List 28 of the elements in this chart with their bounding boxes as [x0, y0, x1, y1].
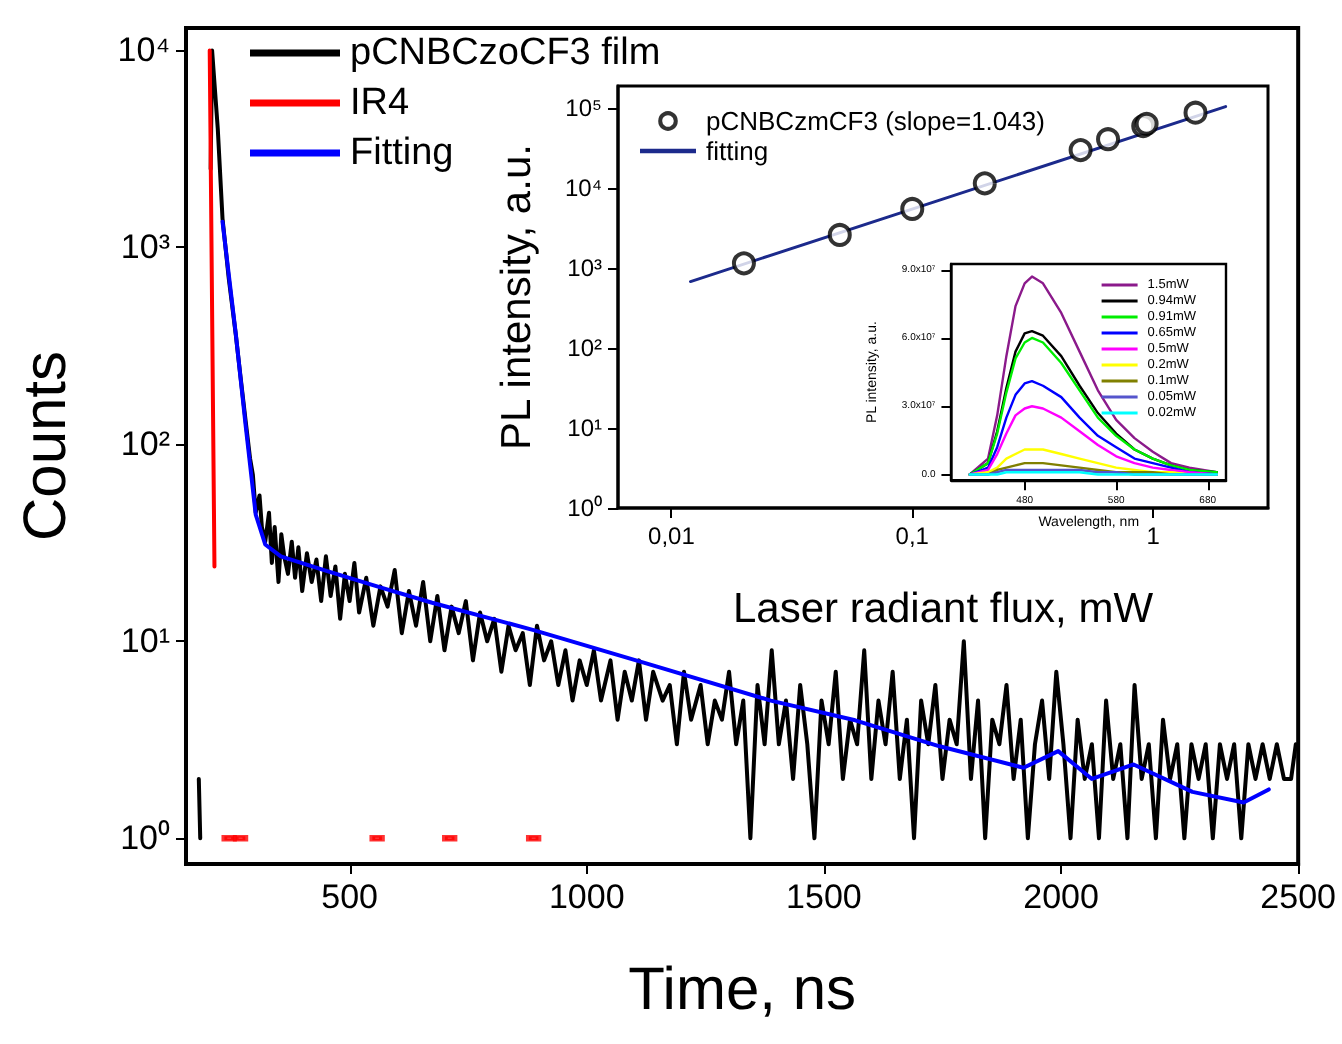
legend-label: Fitting — [350, 132, 454, 174]
y-tick-label: 10⁴ — [564, 174, 602, 203]
x-tick-label: 0,01 — [648, 522, 696, 550]
legend-label: IR4 — [350, 82, 410, 124]
legend-label: pCNBCzmCF3 (slope=1.043) — [706, 106, 1045, 136]
x-tick-label: 1000 — [548, 878, 625, 916]
x-axis-title: Time, ns — [628, 957, 856, 1023]
x-tick-label: 2500 — [1260, 878, 1337, 916]
y-tick-label: 10⁰ — [120, 819, 170, 858]
x-tick-label: 0,1 — [895, 522, 930, 550]
x-tick-label: 1500 — [786, 878, 862, 916]
y-tick-label: 10² — [120, 425, 171, 464]
x-tick-label: 2000 — [1023, 878, 1099, 916]
y-axis-title: Counts — [13, 350, 79, 542]
legend-label: pCNBCzoCF3 film — [350, 32, 661, 74]
legend-label: fitting — [706, 136, 769, 166]
y-tick-label: 10³ — [567, 254, 603, 283]
y-tick-label: 10¹ — [567, 414, 603, 443]
x-tick-label: 500 — [321, 878, 378, 916]
y-tick-label: 10² — [567, 334, 603, 363]
y-tick-label: 10⁰ — [567, 494, 602, 522]
x-axis-title: Laser radiant flux, mW — [732, 586, 1154, 632]
y-tick-label: 10⁴ — [117, 31, 170, 70]
y-axis-title: PL intensity, a.u. — [494, 144, 540, 450]
y-tick-label: 10¹ — [120, 622, 171, 661]
x-tick-label: 1 — [1146, 522, 1161, 550]
y-tick-label: 10³ — [120, 228, 171, 267]
y-tick-label: 10⁵ — [565, 94, 603, 123]
